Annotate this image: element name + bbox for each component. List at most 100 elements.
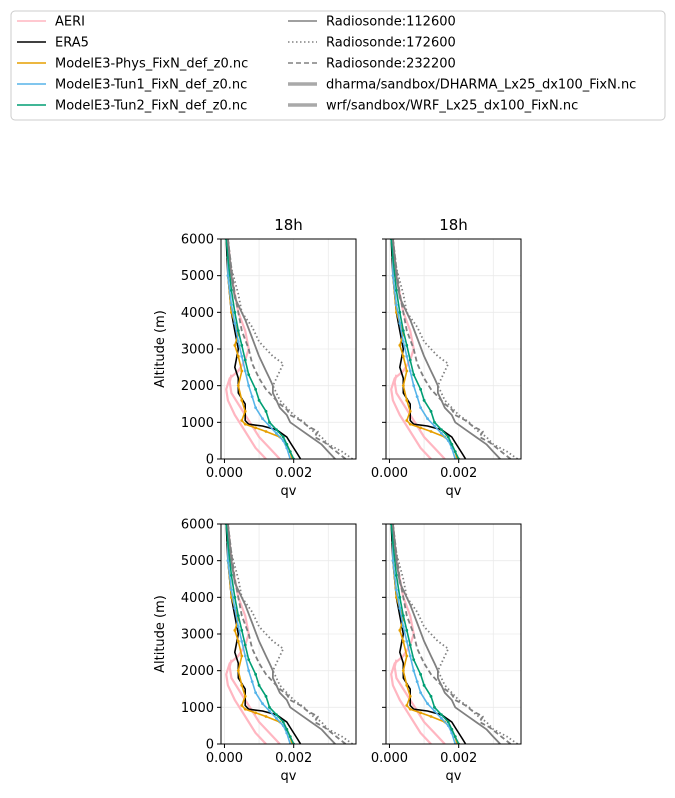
y-tick-label: 4000 <box>181 306 214 321</box>
x-tick-label: 0.000 <box>206 466 243 481</box>
series-marker <box>398 595 402 599</box>
series-group <box>389 524 519 744</box>
series-group <box>389 239 519 459</box>
series-marker <box>240 369 244 373</box>
y-tick-label: 1000 <box>181 701 214 716</box>
series-marker <box>240 628 244 632</box>
series-marker <box>229 588 233 592</box>
series-marker <box>243 694 247 698</box>
series-marker <box>261 417 264 421</box>
subplots: 0.000 0.002 0 1000 2000 3000 4000 5000 6000 qv Alt… <box>153 216 522 784</box>
y-tick-label: 0 <box>206 453 214 468</box>
x-tick-label: 0.000 <box>206 751 243 766</box>
series-marker <box>254 711 258 715</box>
series-marker <box>453 450 457 454</box>
subplot: 0.000 0.002 0 1000 2000 3000 4000 5000 6000 qv Alt… <box>153 518 357 784</box>
x-axis-label: qv <box>446 484 462 499</box>
series-marker <box>419 711 423 715</box>
series-marker <box>439 431 443 435</box>
y-tick-label: 6000 <box>181 518 214 533</box>
series-marker <box>415 680 419 684</box>
series-marker <box>236 354 240 358</box>
series-marker <box>394 288 398 292</box>
series-marker <box>226 274 230 278</box>
y-axis-label: Altitude (m) <box>153 310 168 388</box>
legend: AERI ERA5 ModelE3-Phys_FixN_def_z0.nc Model… <box>10 10 666 121</box>
series-line <box>392 239 512 459</box>
series-marker <box>254 691 258 695</box>
x-tick-label: 0.002 <box>275 466 312 481</box>
series-marker <box>240 343 244 347</box>
series-marker <box>229 573 233 577</box>
series-marker <box>243 422 247 426</box>
subplot-title: 18h <box>439 216 468 234</box>
series-marker <box>429 409 433 413</box>
series-marker <box>398 343 402 347</box>
series-marker <box>405 628 409 632</box>
series-marker <box>274 431 278 435</box>
series-marker <box>433 705 436 709</box>
series-marker <box>264 409 268 413</box>
series-line <box>227 524 347 744</box>
series-marker <box>412 658 416 662</box>
series-marker <box>405 639 409 643</box>
series-marker <box>240 683 244 687</box>
series-marker <box>268 709 271 713</box>
legend-label: ModelE3-Tun2_FixN_def_z0.nc <box>55 99 247 114</box>
series-marker <box>226 255 230 259</box>
series-marker <box>240 398 244 402</box>
series-marker <box>254 387 258 391</box>
series-line <box>392 524 512 744</box>
x-tick-label: 0.002 <box>275 751 312 766</box>
series-marker <box>281 435 285 439</box>
series-marker <box>229 288 233 292</box>
series-marker <box>243 643 247 647</box>
series-marker <box>405 654 409 658</box>
series-marker <box>254 672 258 676</box>
series-marker <box>426 702 429 706</box>
series-marker <box>401 354 405 358</box>
x-tick-label: 0.000 <box>371 751 408 766</box>
series-marker <box>433 709 436 713</box>
series-marker <box>264 694 268 698</box>
series-marker <box>233 310 237 314</box>
subplot-title: 18h <box>274 216 303 234</box>
series-marker <box>412 669 416 673</box>
series-marker <box>243 654 247 658</box>
series-marker <box>240 654 244 658</box>
series-marker <box>226 559 230 563</box>
x-tick-label: 0.002 <box>440 466 477 481</box>
series-marker <box>408 358 412 362</box>
series-marker <box>419 387 423 391</box>
series-marker <box>233 628 237 632</box>
series-marker <box>268 424 271 428</box>
series-marker <box>264 715 268 718</box>
series-marker <box>419 691 423 695</box>
series-marker <box>422 398 426 402</box>
series-marker <box>233 606 237 610</box>
subplot: 0.000 0.002 qv <box>371 523 522 784</box>
series-marker <box>401 625 405 629</box>
y-tick-label: 3000 <box>181 343 214 358</box>
legend-label: wrf/sandbox/WRF_Lx25_dx100_FixN.nc <box>326 99 578 114</box>
series-marker <box>240 704 244 707</box>
series-marker <box>405 354 409 358</box>
subplot: 0.000 0.002 qv 18h <box>371 216 522 499</box>
series-marker <box>450 727 454 731</box>
series-marker <box>453 735 457 739</box>
y-tick-label: 4000 <box>181 591 214 606</box>
series-marker <box>254 426 258 430</box>
x-tick-label: 0.000 <box>371 466 408 481</box>
series-marker <box>405 683 409 687</box>
series-marker <box>433 420 436 424</box>
series-marker <box>254 406 258 410</box>
series-marker <box>274 716 278 720</box>
series-marker <box>408 654 412 658</box>
series-line <box>392 524 501 744</box>
series-marker <box>250 680 254 684</box>
series-marker <box>391 255 395 259</box>
series-marker <box>426 417 429 421</box>
legend-frame <box>10 10 666 121</box>
series-line <box>227 239 347 459</box>
